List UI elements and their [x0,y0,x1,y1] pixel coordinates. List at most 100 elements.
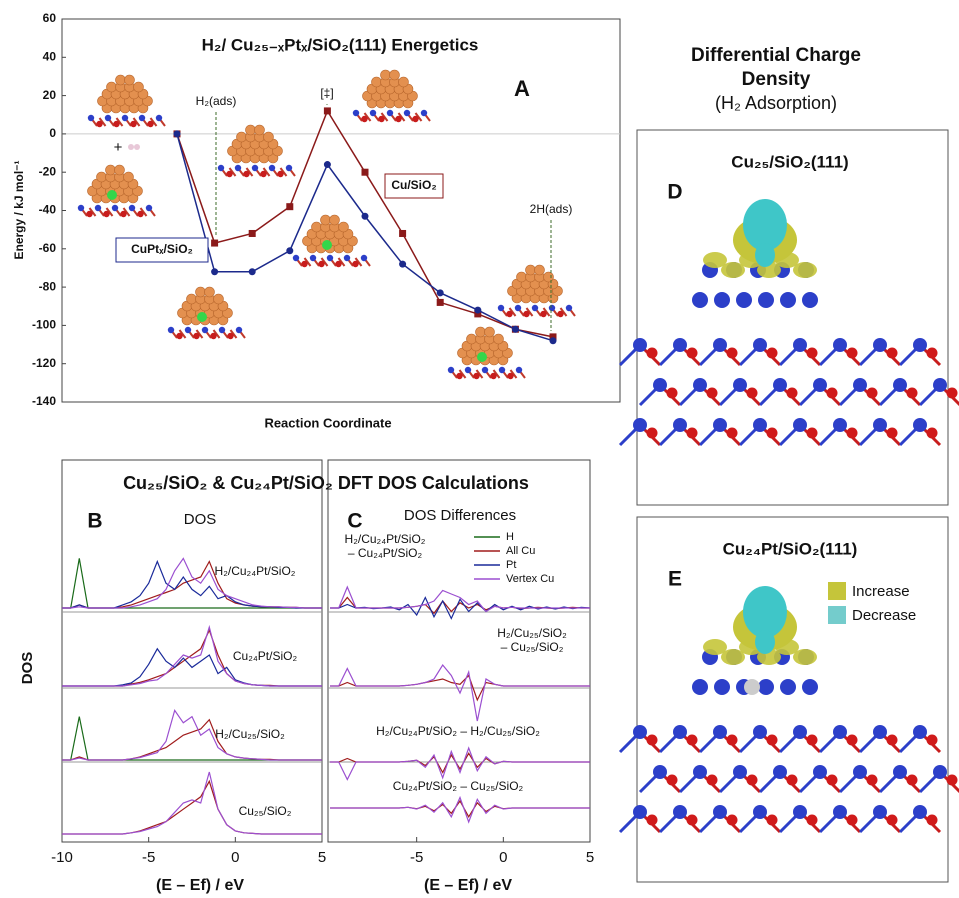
support-atom [286,165,292,171]
si-atom [873,338,887,352]
si-atom [933,765,947,779]
cu-atom [758,679,774,695]
h2-atom [128,144,134,150]
image-frame [637,130,948,505]
annotation: [‡] [320,86,333,100]
cu-atom [692,679,708,695]
si-atom [873,725,887,739]
figure-title: Differential Charge [691,45,861,66]
y-tick-label: -120 [32,356,56,370]
x-tick-label: 0 [231,849,239,866]
o-atom [647,348,658,359]
cu-atom [196,287,206,297]
x-axis-label: Reaction Coordinate [264,415,391,430]
si-atom [693,765,707,779]
si-atom [913,418,927,432]
point [512,326,519,333]
cu-atom [330,215,340,225]
si-atom [673,725,687,739]
cluster-image [218,125,295,177]
o-atom [827,388,838,399]
support-atom [566,305,572,311]
cu-atom [494,334,504,344]
y-tick-label: -20 [39,164,57,178]
legend-label: All Cu [506,545,535,557]
o-atom [847,348,858,359]
support-atom [168,327,174,333]
support-atom [129,205,135,211]
point [324,161,331,168]
si-atom [793,418,807,432]
support-atom [352,261,358,267]
cu-atom [321,215,331,225]
si-atom [733,765,747,779]
cu-atom [517,272,527,282]
support-atom [498,305,504,311]
si-atom [793,805,807,819]
o-atom [887,735,898,746]
trace-label: H₂/Cu₂₄Pt/SiO₂ [215,564,296,578]
o-atom [647,735,658,746]
si-atom [853,378,867,392]
cu-atom [187,294,197,304]
si-atom [733,378,747,392]
panel-label: B [87,510,102,533]
figure-title: Density [742,69,811,90]
cluster-image [88,75,165,127]
panel-label: E [668,568,682,591]
support-atom [344,255,350,261]
o-atom [907,388,918,399]
support-atom [404,110,410,116]
si-atom [873,805,887,819]
cu-atom [544,272,554,282]
page: -140-120-100-80-60-40-200204060Energy / … [0,0,959,898]
o-atom [667,388,678,399]
panel-title: Cu₂₄Pt/SiO₂(111) [723,539,858,558]
support-atom [218,165,224,171]
support-atom [378,116,384,122]
point [362,213,369,220]
support-atom [370,110,376,116]
o-atom [727,735,738,746]
support-atom [120,211,126,217]
si-atom [633,338,647,352]
point [474,307,481,314]
point [437,289,444,296]
support-atom [310,255,316,261]
support-atom [318,261,324,267]
cu-atom [205,287,215,297]
cu-atom [97,172,107,182]
panel-label: A [514,76,530,101]
si-atom [873,418,887,432]
image-frame [637,517,948,882]
cu-atom [381,70,391,80]
cu-atom [467,334,477,344]
support-atom [185,327,191,333]
panel-label: C [347,510,362,533]
si-atom [933,378,947,392]
o-atom [947,388,958,399]
plus-sign: + [114,139,123,156]
pt-atom [107,190,117,200]
cu-atom [237,132,247,142]
y-tick-label: -60 [39,241,57,255]
si-atom [713,338,727,352]
o-atom [867,775,878,786]
si-atom [673,805,687,819]
support-atom [412,116,418,122]
support-atom [327,255,333,261]
legend-label: Cu/SiO₂ [391,178,436,192]
si-atom [833,725,847,739]
support-atom [269,165,275,171]
point [249,268,256,275]
point [437,299,444,306]
trace-label: H₂/Cu₂₄Pt/SiO₂ – H₂/Cu₂₅/SiO₂ [376,724,540,738]
o-atom [787,775,798,786]
point [550,337,557,344]
x-axis-label: (E – Ef) / eV [156,877,244,894]
cu-atom [802,292,818,308]
decrease-lobe [755,630,775,654]
point [362,169,369,176]
y-tick-label: -80 [39,279,57,293]
si-atom [913,338,927,352]
